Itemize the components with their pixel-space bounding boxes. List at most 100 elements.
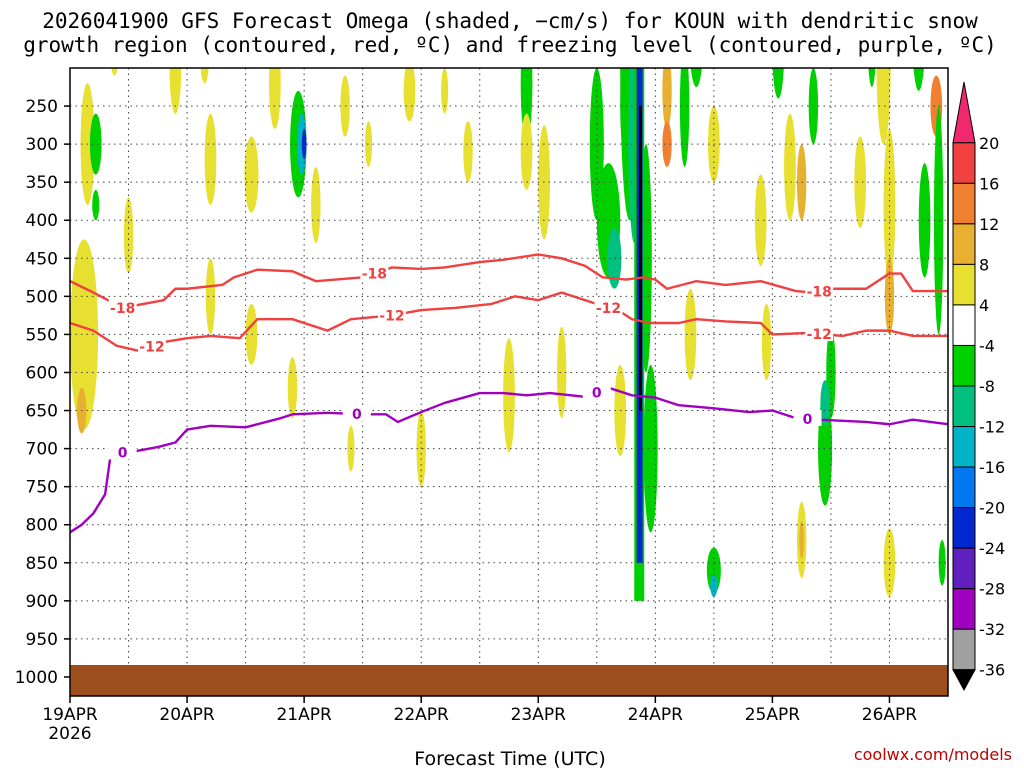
y-tick-label: 1000 xyxy=(15,668,58,688)
y-tick-label: 650 xyxy=(26,402,58,422)
credit-label: coolwx.com/models xyxy=(854,745,1012,764)
x-axis-label: Forecast Time (UTC) xyxy=(414,748,605,768)
ground-layer xyxy=(70,665,948,696)
omega-shade-region xyxy=(638,106,642,411)
colorbar-label: 20 xyxy=(979,134,999,153)
omega-shade-region xyxy=(820,380,830,426)
omega-shade-region xyxy=(70,239,99,430)
omega-shade-region xyxy=(868,68,876,88)
colorbar-swatch xyxy=(952,223,976,265)
contour-label: -12 xyxy=(139,340,164,356)
x-tick-label: 22APR xyxy=(394,705,450,725)
contour-label-bg xyxy=(108,443,137,460)
y-tick-label: 350 xyxy=(26,173,58,193)
x-tick-label: 20APR xyxy=(159,705,215,725)
colorbar-swatch xyxy=(952,628,976,671)
omega-shade-region xyxy=(463,121,473,183)
omega-shade-region xyxy=(269,68,281,129)
contour-label: -12 xyxy=(596,301,621,317)
omega-shade-region xyxy=(556,326,567,419)
year-label: 2026 xyxy=(48,724,91,744)
contour-line xyxy=(70,386,948,534)
colorbar-swatch xyxy=(952,547,976,590)
omega-shade-region xyxy=(520,113,533,190)
y-tick-label: 550 xyxy=(26,325,58,345)
omega-shade-region xyxy=(784,113,796,221)
contour-label: 0 xyxy=(592,385,602,401)
colorbar-swatch xyxy=(952,426,976,468)
contour-label: -18 xyxy=(362,266,387,282)
contour-label-bg xyxy=(594,298,623,315)
omega-shade-region xyxy=(311,166,321,244)
x-tick-label: 26APR xyxy=(862,705,918,725)
contour-label-bg xyxy=(137,337,166,354)
omega-shade-region xyxy=(92,189,100,221)
contour-label-bg xyxy=(805,282,834,299)
x-tick-label: 21APR xyxy=(276,705,332,725)
omega-shade-region xyxy=(244,136,259,213)
omega-shade-region xyxy=(884,258,895,335)
colorbar-swatch xyxy=(952,466,976,509)
contour-label-bg xyxy=(342,405,371,422)
y-tick-label: 900 xyxy=(26,592,58,612)
omega-shade-region xyxy=(933,106,944,335)
omega-shade-region xyxy=(643,364,658,533)
y-tick-label: 750 xyxy=(26,478,58,498)
omega-shade-region xyxy=(200,68,209,84)
y-tick-label: 950 xyxy=(26,630,58,650)
colorbar-label: -28 xyxy=(979,580,1005,599)
omega-shade-region xyxy=(662,68,672,129)
chart-title-line1: 2026041900 GFS Forecast Omega (shaded, −… xyxy=(42,9,978,33)
omega-shade-region xyxy=(205,258,216,335)
y-tick-label: 800 xyxy=(26,516,58,536)
y-tick-label: 250 xyxy=(26,97,58,117)
contour-label: -18 xyxy=(807,284,832,300)
contour-label-bg xyxy=(360,264,389,281)
omega-shade-region xyxy=(287,357,298,419)
contour-label: 0 xyxy=(803,412,813,428)
colorbar-swatch xyxy=(952,142,976,184)
contour-label-bg xyxy=(793,409,822,426)
omega-shade-region xyxy=(883,528,896,598)
omega-shading xyxy=(70,68,946,601)
contour-line xyxy=(70,291,948,353)
omega-shade-region xyxy=(662,121,672,167)
colorbar-label: 4 xyxy=(979,296,989,315)
contour-label-bg xyxy=(582,383,611,400)
x-tick-label: 25APR xyxy=(745,705,801,725)
omega-shade-region xyxy=(918,163,931,278)
colorbar-swatch xyxy=(952,304,976,346)
colorbar-label: -16 xyxy=(979,458,1005,477)
omega-shade-region xyxy=(111,68,118,76)
colorbar-swatch xyxy=(952,669,976,692)
colorbar-label: -12 xyxy=(979,418,1005,437)
omega-shade-region xyxy=(365,121,373,167)
omega-shade-region xyxy=(679,68,690,167)
omega-shade-region xyxy=(169,68,182,114)
y-tick-label: 400 xyxy=(26,211,58,231)
omega-shade-region xyxy=(123,197,134,274)
omega-shade-region xyxy=(876,68,891,145)
omega-shade-region xyxy=(854,136,867,228)
contour-label-bg xyxy=(377,306,406,323)
x-tick-label: 23APR xyxy=(511,705,567,725)
omega-shade-region xyxy=(245,303,258,365)
colorbar-swatch xyxy=(952,81,976,144)
x-tick-label: 19APR xyxy=(42,705,98,725)
contour-label: -12 xyxy=(379,308,404,324)
colorbar-label: -32 xyxy=(979,620,1005,639)
y-tick-label: 450 xyxy=(26,249,58,269)
omega-shade-region xyxy=(772,68,784,99)
y-tick-label: 300 xyxy=(26,135,58,155)
colorbar-swatch xyxy=(952,507,976,549)
colorbar-label: 16 xyxy=(979,174,999,193)
omega-shade-region xyxy=(883,128,896,282)
colorbar-label: -4 xyxy=(979,336,995,355)
colorbar-swatch xyxy=(952,344,976,387)
omega-shade-region xyxy=(684,288,697,381)
omega-shade-region xyxy=(706,547,721,594)
y-tick-label: 500 xyxy=(26,287,58,307)
chart-title-line2: growth region (contoured, red, ºC) and f… xyxy=(23,33,997,57)
colorbar-swatch xyxy=(952,385,976,428)
colorbar-swatch xyxy=(952,263,976,306)
